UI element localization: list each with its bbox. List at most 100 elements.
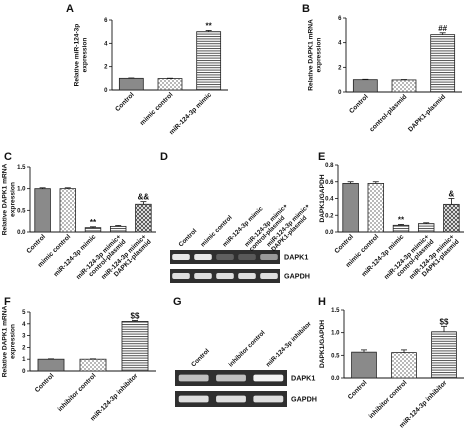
blot-row-label: DAPK1 [291, 374, 315, 383]
bar-A-1 [157, 78, 183, 91]
chart-H: 0.0 0.5 1.0 1.5 DAPK1/GAPDH Control inhibitor … [319, 308, 464, 429]
band [194, 273, 212, 279]
y-axis-label-A: Relative miR-124-3pexpression [74, 24, 89, 87]
bar-F-1 [79, 358, 107, 372]
blot-G: DAPK1 GAPDH Control inhibitor controlmiR-12… [175, 320, 317, 407]
y-tick-label: 4 [338, 41, 342, 47]
band [194, 254, 212, 260]
panel-label-B: B [302, 3, 310, 15]
band [216, 374, 246, 382]
chart-F: 0 1 2 3 4 5 Relative DAPK1 mRNAexpression Contr… [2, 306, 156, 422]
bar-E-1 [367, 183, 385, 233]
band [238, 273, 256, 279]
lane-label: inhibitor control [227, 329, 266, 368]
bar-H-0 [351, 351, 377, 379]
significance-label: & [449, 190, 455, 199]
y-tick-label: 0.6 [325, 180, 334, 186]
category-label: Control [333, 233, 355, 255]
bar-A-2 [196, 31, 222, 91]
y-axis-label-B: Relative DAPK1 mRNAexpression [308, 19, 323, 91]
y-tick-label: 0.0 [17, 230, 26, 236]
blot-row-label: GAPDH [284, 272, 310, 281]
panel-label-C: C [4, 151, 12, 163]
y-tick-label: 0.5 [17, 208, 26, 214]
blot-row-label: DAPK1 [284, 253, 308, 262]
category-label: Control [347, 379, 369, 401]
bar-F-0 [37, 358, 65, 372]
band [216, 273, 234, 279]
bar-C-4 [135, 203, 152, 233]
bar-A-0 [118, 77, 144, 91]
lane-label: Control [177, 227, 198, 248]
chart-B: 0 2 4 6 Relative DAPK1 mRNAexpression Control… [308, 16, 462, 133]
bar-C-2 [84, 227, 102, 233]
category-label: mimic control [139, 91, 175, 127]
category-label: inhibitor control [57, 372, 98, 413]
panel-label-G: G [173, 296, 182, 308]
y-tick-label: 0.4 [325, 197, 334, 203]
category-label: Control [25, 233, 47, 255]
significance-label: ** [90, 218, 97, 227]
panel-label-F: F [4, 296, 11, 308]
bar-E-2 [392, 224, 410, 233]
y-tick-label: 2 [22, 345, 26, 351]
bar-B-2 [430, 34, 456, 93]
band [260, 273, 278, 279]
band [172, 273, 190, 279]
band [253, 395, 284, 403]
blot-strip-dapk1 [170, 250, 280, 264]
band [253, 374, 284, 382]
y-tick-label: 0 [22, 369, 26, 375]
band [178, 395, 209, 403]
y-tick-label: 0.0 [325, 230, 334, 236]
band [178, 374, 209, 382]
category-label: control-plasmid [368, 93, 408, 133]
significance-label: $$ [440, 317, 449, 326]
significance-label: ## [438, 24, 447, 33]
y-tick-label: 0 [104, 88, 108, 94]
category-label: inhibitor control [368, 379, 409, 420]
y-tick-label: 0.2 [325, 213, 334, 219]
bar-E-0 [342, 183, 359, 233]
panel-label-E: E [318, 151, 325, 163]
panel-label-A: A [66, 3, 74, 15]
panel-label-H: H [318, 296, 326, 308]
y-tick-label: 0.0 [331, 376, 340, 382]
band [172, 254, 190, 260]
y-axis-label-C: Relative DAPK1 mRNAexpression [2, 164, 17, 236]
y-tick-label: 0.5 [331, 353, 340, 359]
y-tick-label: 5 [22, 310, 26, 316]
category-label: Control [34, 372, 56, 394]
lane-label: miR-124-3p inhibitor [265, 320, 313, 368]
y-tick-label: 0 [338, 90, 342, 96]
significance-label: $$ [131, 311, 140, 320]
band [238, 254, 256, 260]
lane-label: Control [190, 347, 211, 368]
bar-H-2 [431, 331, 457, 379]
y-tick-label: 3 [22, 334, 26, 340]
y-tick-label: 4 [104, 41, 108, 47]
y-tick-label: 6 [104, 18, 108, 24]
y-tick-label: 1.5 [331, 308, 340, 314]
y-axis-label-H: DAPK1/GAPDH [319, 320, 326, 368]
y-tick-label: 0.8 [325, 163, 334, 169]
category-label: miR-124-3p inhibitor [89, 372, 139, 422]
band [216, 395, 246, 403]
bar-E-3 [417, 223, 435, 233]
category-label: miR-124-3p mimic [168, 91, 213, 136]
bar-H-1 [391, 352, 417, 379]
y-tick-label: 1.5 [17, 165, 26, 171]
y-axis-label-F: Relative DAPK1 mRNAexpression [2, 306, 17, 378]
significance-label: ** [398, 215, 405, 224]
y-tick-label: 1.0 [17, 187, 26, 193]
y-tick-label: 1 [22, 357, 26, 363]
bar-F-2 [121, 321, 149, 372]
y-tick-label: 4 [22, 322, 26, 328]
bar-E-4 [443, 203, 460, 233]
band [216, 254, 234, 260]
significance-label: ** [206, 22, 213, 31]
